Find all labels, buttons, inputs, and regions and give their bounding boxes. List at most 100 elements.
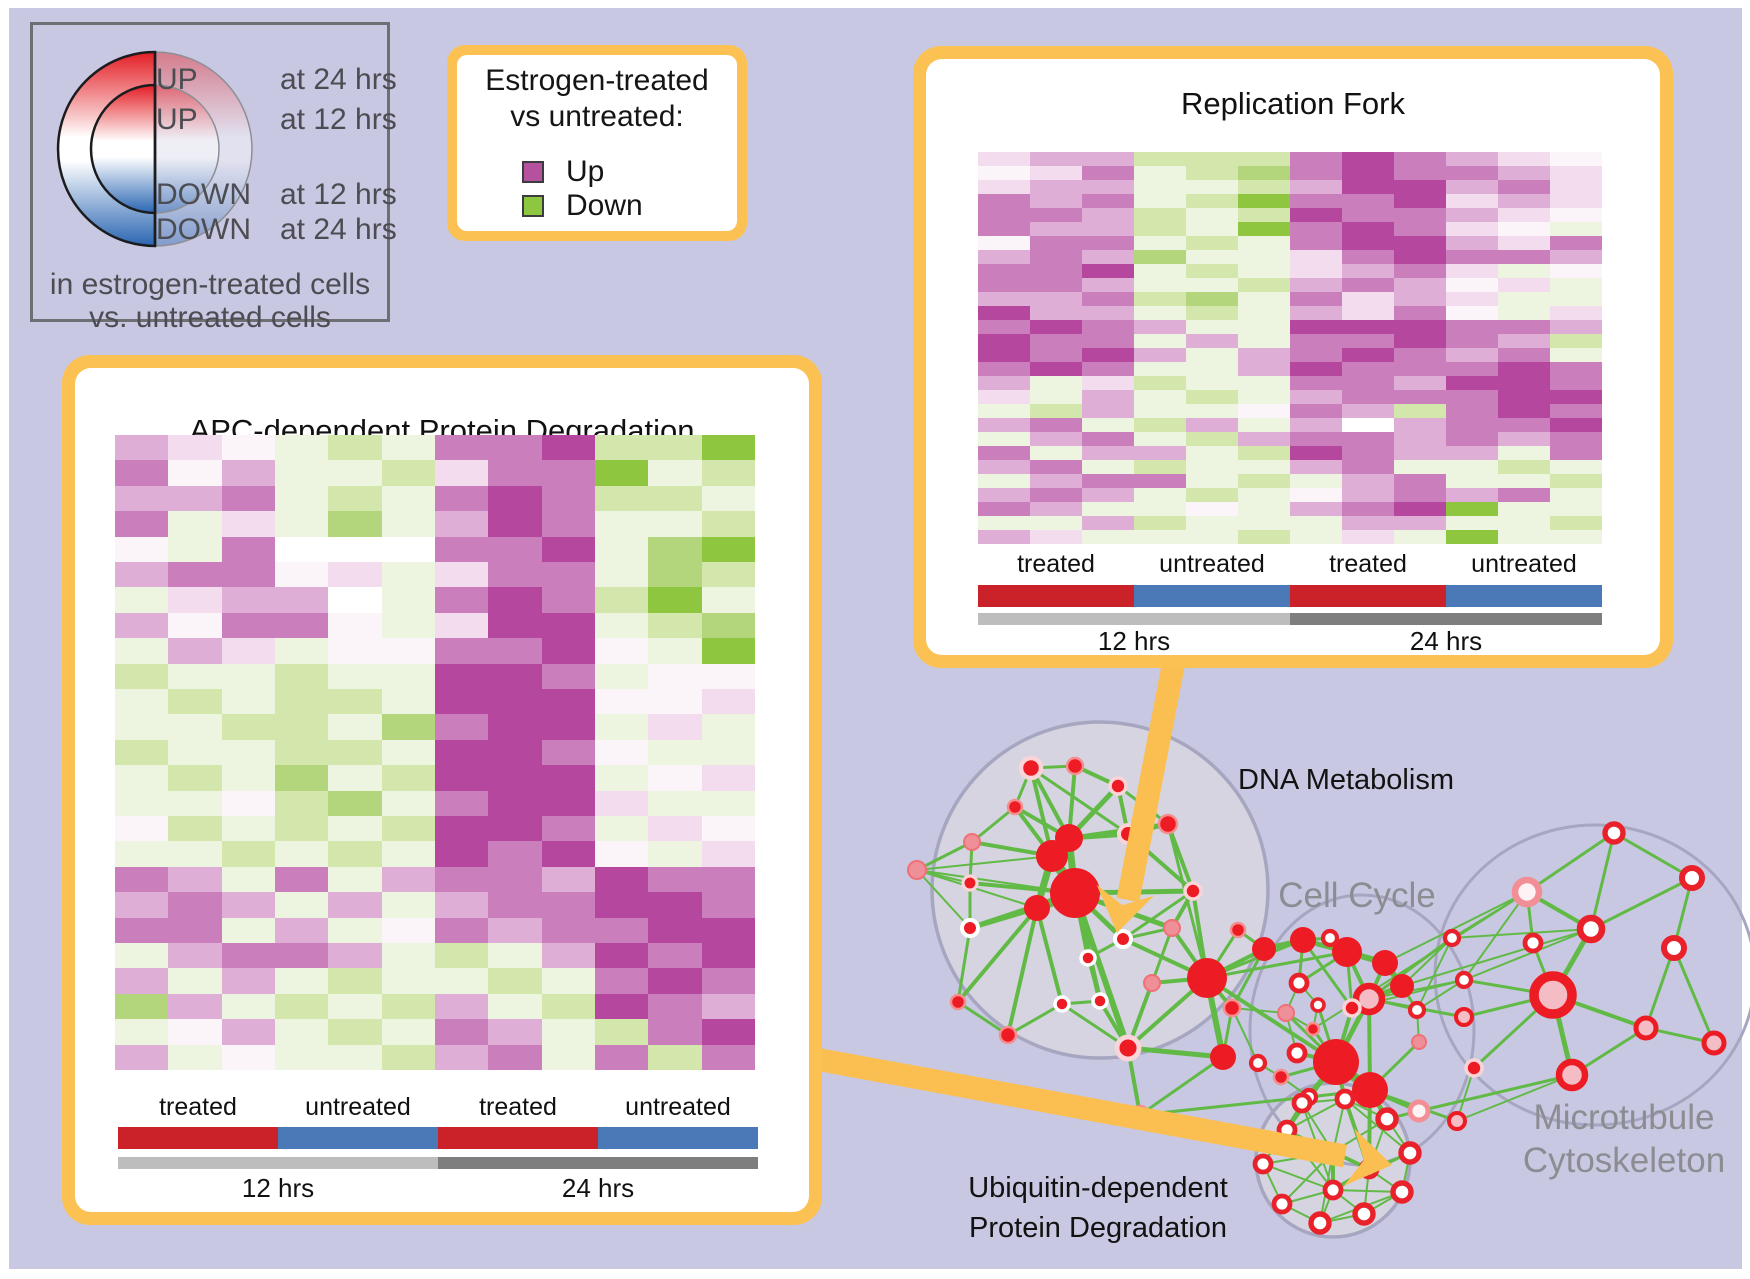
- heatmap-cell: [1030, 390, 1082, 404]
- heatmap-cell: [1394, 488, 1446, 502]
- heatmap-cell: [1134, 376, 1186, 390]
- heatmap-cell: [1290, 264, 1342, 278]
- heatmap-cell: [328, 892, 382, 918]
- heatmap-cell: [434, 485, 489, 512]
- heatmap-cell: [1030, 152, 1082, 166]
- heatmap-cell: [541, 536, 595, 562]
- heatmap-cell: [1342, 222, 1394, 236]
- heatmap-cell: [488, 942, 542, 969]
- heatmap-cell: [221, 460, 275, 486]
- heatmap-cell: [434, 511, 489, 537]
- heatmap-cell: [1186, 334, 1238, 348]
- heatmap-cell: [1498, 502, 1550, 516]
- heatmap-cell: [594, 688, 649, 715]
- heatmap-cell: [1290, 152, 1342, 166]
- heatmap-cell: [594, 917, 649, 943]
- heatmap-cell: [1394, 460, 1446, 474]
- heatmap-cell: [1446, 180, 1498, 194]
- heatmap-cell: [274, 638, 329, 664]
- heatmap-cell: [1030, 516, 1082, 530]
- heatmap-cell: [115, 866, 169, 893]
- heatmap-cell: [1290, 334, 1342, 348]
- heatmap-cell: [1394, 264, 1446, 278]
- heatmap-cell: [978, 390, 1030, 404]
- heatmap-cell: [978, 502, 1030, 516]
- heatmap-cell: [1550, 446, 1602, 460]
- heatmap-cell: [1238, 502, 1290, 516]
- heatmap-cell: [1446, 432, 1498, 446]
- heatmap-cell: [594, 993, 649, 1020]
- heatmap-cell: [978, 530, 1030, 544]
- heatmap-cell: [115, 993, 169, 1020]
- heatmap-cell: [1082, 418, 1134, 432]
- heatmap-cell: [541, 638, 595, 664]
- heatmap-cell: [1082, 306, 1134, 320]
- heatmap-cell: [434, 917, 489, 943]
- heatmap-cell: [1082, 208, 1134, 222]
- heatmap-cell: [221, 739, 275, 766]
- heatmap-cell: [648, 612, 702, 639]
- heatmap-cell: [648, 688, 702, 715]
- heatmap-cell: [1342, 376, 1394, 390]
- heatmap-cell: [1186, 236, 1238, 250]
- heatmap-cell: [434, 536, 489, 562]
- heatmap-cell: [541, 663, 595, 689]
- heatmap-cell: [701, 561, 755, 588]
- heatmap-cell: [594, 841, 649, 867]
- heatmap-cell: [1186, 502, 1238, 516]
- heatmap-cell: [488, 511, 542, 537]
- heatmap-cell: [488, 1044, 542, 1070]
- heatmap-cell: [1446, 418, 1498, 432]
- rf-time-labels: 12 hrs 24 hrs: [978, 626, 1602, 656]
- heatmap-cell: [115, 739, 169, 766]
- heatmap-cell: [1082, 152, 1134, 166]
- heatmap-cell: [978, 292, 1030, 306]
- heatmap-cell: [1394, 236, 1446, 250]
- heatmap-cell: [978, 250, 1030, 264]
- heatmap-cell: [381, 942, 435, 969]
- heatmap-cell: [115, 714, 169, 740]
- heatmap-cell: [488, 587, 542, 613]
- heatmap-cell: [1134, 348, 1186, 362]
- heatmap-cell: [328, 663, 382, 689]
- heatmap-cell: [221, 1019, 275, 1045]
- heatmap-cell: [1082, 404, 1134, 418]
- heatmap-cell: [115, 612, 169, 639]
- microtubule-line1: Microtubule: [1533, 1098, 1715, 1137]
- heatmap-cell: [1082, 264, 1134, 278]
- heatmap-cell: [978, 334, 1030, 348]
- heatmap-cell: [1498, 390, 1550, 404]
- heatmap-cell: [1394, 418, 1446, 432]
- heatmap-cell: [648, 435, 702, 461]
- heatmap-cell: [1134, 404, 1186, 418]
- heatmap-cell: [1134, 236, 1186, 250]
- heatmap-cell: [1342, 488, 1394, 502]
- heatmap-cell: [541, 485, 595, 512]
- apc-time-bar: [118, 1157, 758, 1169]
- heatmap-cell: [648, 866, 702, 893]
- heatmap-cell: [1186, 460, 1238, 474]
- heatmap-cell: [274, 587, 329, 613]
- heatmap-cell: [488, 688, 542, 715]
- heatmap-cell: [221, 485, 275, 512]
- rf-group-labels: treated untreated treated untreated: [978, 550, 1602, 578]
- heatmap-cell: [1394, 502, 1446, 516]
- heatmap-cell: [1082, 194, 1134, 208]
- heatmap-cell: [1550, 180, 1602, 194]
- heatmap-cell: [328, 866, 382, 893]
- heatmap-cell: [648, 841, 702, 867]
- heatmap-cell: [1082, 278, 1134, 292]
- heatmap-cell: [434, 587, 489, 613]
- heatmap-cell: [648, 1044, 702, 1070]
- heatmap-cell: [1394, 180, 1446, 194]
- heatmap-cell: [1082, 502, 1134, 516]
- heatmap-cell: [1550, 530, 1602, 544]
- heatmap-cell: [1394, 404, 1446, 418]
- heatmap-cell: [1342, 390, 1394, 404]
- heatmap-cell: [115, 663, 169, 689]
- heatmap-cell: [1342, 334, 1394, 348]
- heatmap-cell: [1446, 208, 1498, 222]
- heatmap-cell: [594, 790, 649, 816]
- heatmap-cell: [1394, 390, 1446, 404]
- heatmap-cell: [541, 612, 595, 639]
